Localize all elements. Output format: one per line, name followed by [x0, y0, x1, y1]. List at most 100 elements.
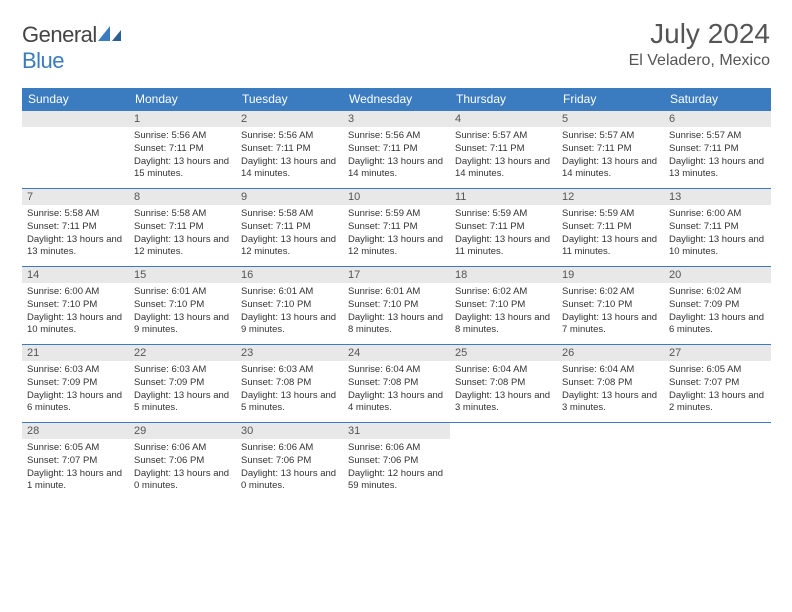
daylight-text: Daylight: 13 hours and 1 minute. — [27, 468, 124, 494]
weekday-header: Tuesday — [236, 88, 343, 110]
day-cell: 7Sunrise: 5:58 AMSunset: 7:11 PMDaylight… — [22, 188, 129, 266]
daylight-text: Daylight: 13 hours and 13 minutes. — [669, 156, 766, 182]
day-number: 5 — [557, 110, 664, 127]
sunrise-text: Sunrise: 5:56 AM — [348, 130, 445, 143]
sunrise-text: Sunrise: 6:01 AM — [134, 286, 231, 299]
week-row: 1Sunrise: 5:56 AMSunset: 7:11 PMDaylight… — [22, 110, 771, 188]
week-row: 28Sunrise: 6:05 AMSunset: 7:07 PMDayligh… — [22, 422, 771, 500]
daylight-text: Daylight: 13 hours and 5 minutes. — [134, 390, 231, 416]
day-number: 25 — [450, 344, 557, 361]
day-data: Sunrise: 6:03 AMSunset: 7:09 PMDaylight:… — [22, 361, 129, 421]
day-cell: 2Sunrise: 5:56 AMSunset: 7:11 PMDaylight… — [236, 110, 343, 188]
day-data: Sunrise: 5:59 AMSunset: 7:11 PMDaylight:… — [450, 205, 557, 265]
sunrise-text: Sunrise: 5:56 AM — [134, 130, 231, 143]
daylight-text: Daylight: 13 hours and 4 minutes. — [348, 390, 445, 416]
daylight-text: Daylight: 12 hours and 59 minutes. — [348, 468, 445, 494]
day-number: 4 — [450, 110, 557, 127]
daylight-text: Daylight: 13 hours and 13 minutes. — [27, 234, 124, 260]
daylight-text: Daylight: 13 hours and 9 minutes. — [134, 312, 231, 338]
sunrise-text: Sunrise: 6:04 AM — [455, 364, 552, 377]
sunset-text: Sunset: 7:10 PM — [241, 299, 338, 312]
sunset-text: Sunset: 7:11 PM — [455, 221, 552, 234]
day-number: 10 — [343, 188, 450, 205]
day-data: Sunrise: 6:03 AMSunset: 7:08 PMDaylight:… — [236, 361, 343, 421]
day-data: Sunrise: 6:01 AMSunset: 7:10 PMDaylight:… — [236, 283, 343, 343]
sunrise-text: Sunrise: 5:57 AM — [455, 130, 552, 143]
sunrise-text: Sunrise: 5:56 AM — [241, 130, 338, 143]
day-data: Sunrise: 6:02 AMSunset: 7:09 PMDaylight:… — [664, 283, 771, 343]
day-number: 23 — [236, 344, 343, 361]
day-cell: 10Sunrise: 5:59 AMSunset: 7:11 PMDayligh… — [343, 188, 450, 266]
day-cell: 1Sunrise: 5:56 AMSunset: 7:11 PMDaylight… — [129, 110, 236, 188]
day-cell: 22Sunrise: 6:03 AMSunset: 7:09 PMDayligh… — [129, 344, 236, 422]
day-data: Sunrise: 5:56 AMSunset: 7:11 PMDaylight:… — [236, 127, 343, 187]
day-cell: 13Sunrise: 6:00 AMSunset: 7:11 PMDayligh… — [664, 188, 771, 266]
day-cell — [664, 422, 771, 500]
day-number — [450, 422, 557, 439]
day-cell: 23Sunrise: 6:03 AMSunset: 7:08 PMDayligh… — [236, 344, 343, 422]
daylight-text: Daylight: 13 hours and 6 minutes. — [669, 312, 766, 338]
day-data: Sunrise: 6:02 AMSunset: 7:10 PMDaylight:… — [450, 283, 557, 343]
day-number: 16 — [236, 266, 343, 283]
day-data: Sunrise: 6:06 AMSunset: 7:06 PMDaylight:… — [129, 439, 236, 499]
day-cell: 30Sunrise: 6:06 AMSunset: 7:06 PMDayligh… — [236, 422, 343, 500]
sunset-text: Sunset: 7:11 PM — [241, 143, 338, 156]
daylight-text: Daylight: 13 hours and 11 minutes. — [562, 234, 659, 260]
day-cell: 21Sunrise: 6:03 AMSunset: 7:09 PMDayligh… — [22, 344, 129, 422]
day-data: Sunrise: 6:01 AMSunset: 7:10 PMDaylight:… — [343, 283, 450, 343]
sunrise-text: Sunrise: 6:02 AM — [562, 286, 659, 299]
day-number: 13 — [664, 188, 771, 205]
day-cell: 18Sunrise: 6:02 AMSunset: 7:10 PMDayligh… — [450, 266, 557, 344]
day-data — [557, 439, 664, 495]
sunset-text: Sunset: 7:09 PM — [134, 377, 231, 390]
sunset-text: Sunset: 7:10 PM — [348, 299, 445, 312]
day-cell — [557, 422, 664, 500]
day-data: Sunrise: 5:59 AMSunset: 7:11 PMDaylight:… — [557, 205, 664, 265]
daylight-text: Daylight: 13 hours and 5 minutes. — [241, 390, 338, 416]
day-number — [664, 422, 771, 439]
sunset-text: Sunset: 7:11 PM — [134, 221, 231, 234]
day-cell: 6Sunrise: 5:57 AMSunset: 7:11 PMDaylight… — [664, 110, 771, 188]
sunrise-text: Sunrise: 6:04 AM — [348, 364, 445, 377]
daylight-text: Daylight: 13 hours and 3 minutes. — [562, 390, 659, 416]
day-data: Sunrise: 6:00 AMSunset: 7:11 PMDaylight:… — [664, 205, 771, 265]
weekday-header: Friday — [557, 88, 664, 110]
day-number: 21 — [22, 344, 129, 361]
day-cell: 20Sunrise: 6:02 AMSunset: 7:09 PMDayligh… — [664, 266, 771, 344]
day-data — [664, 439, 771, 495]
day-number: 2 — [236, 110, 343, 127]
daylight-text: Daylight: 13 hours and 14 minutes. — [348, 156, 445, 182]
daylight-text: Daylight: 13 hours and 14 minutes. — [241, 156, 338, 182]
sunrise-text: Sunrise: 5:58 AM — [134, 208, 231, 221]
day-number: 27 — [664, 344, 771, 361]
sunrise-text: Sunrise: 5:57 AM — [562, 130, 659, 143]
day-data: Sunrise: 5:57 AMSunset: 7:11 PMDaylight:… — [664, 127, 771, 187]
sunrise-text: Sunrise: 6:06 AM — [348, 442, 445, 455]
week-row: 14Sunrise: 6:00 AMSunset: 7:10 PMDayligh… — [22, 266, 771, 344]
daylight-text: Daylight: 13 hours and 12 minutes. — [241, 234, 338, 260]
day-data: Sunrise: 5:56 AMSunset: 7:11 PMDaylight:… — [129, 127, 236, 187]
day-cell: 27Sunrise: 6:05 AMSunset: 7:07 PMDayligh… — [664, 344, 771, 422]
daylight-text: Daylight: 13 hours and 6 minutes. — [27, 390, 124, 416]
day-number: 17 — [343, 266, 450, 283]
brand-logo: GeneralBlue — [22, 22, 123, 74]
day-data: Sunrise: 5:57 AMSunset: 7:11 PMDaylight:… — [450, 127, 557, 187]
brand-sail-icon — [97, 24, 123, 42]
day-number: 9 — [236, 188, 343, 205]
day-number: 14 — [22, 266, 129, 283]
week-row: 7Sunrise: 5:58 AMSunset: 7:11 PMDaylight… — [22, 188, 771, 266]
day-number: 15 — [129, 266, 236, 283]
sunset-text: Sunset: 7:11 PM — [27, 221, 124, 234]
day-cell: 29Sunrise: 6:06 AMSunset: 7:06 PMDayligh… — [129, 422, 236, 500]
title-block: July 2024 El Veladero, Mexico — [629, 18, 770, 70]
day-cell: 24Sunrise: 6:04 AMSunset: 7:08 PMDayligh… — [343, 344, 450, 422]
sunrise-text: Sunrise: 5:59 AM — [455, 208, 552, 221]
day-data: Sunrise: 6:06 AMSunset: 7:06 PMDaylight:… — [236, 439, 343, 499]
weekday-header: Wednesday — [343, 88, 450, 110]
day-cell: 25Sunrise: 6:04 AMSunset: 7:08 PMDayligh… — [450, 344, 557, 422]
weekday-header: Sunday — [22, 88, 129, 110]
sunset-text: Sunset: 7:10 PM — [562, 299, 659, 312]
day-data: Sunrise: 6:04 AMSunset: 7:08 PMDaylight:… — [557, 361, 664, 421]
sunset-text: Sunset: 7:11 PM — [562, 221, 659, 234]
weekday-header-row: Sunday Monday Tuesday Wednesday Thursday… — [22, 88, 771, 110]
